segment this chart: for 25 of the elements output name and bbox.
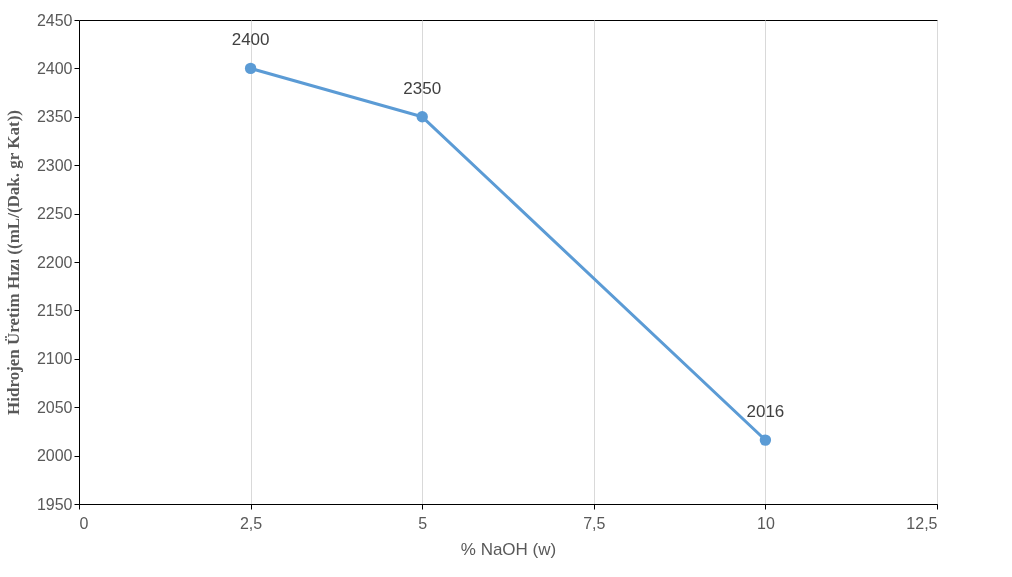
x-tick-label: 5 <box>418 514 428 532</box>
y-tick-label: 2000 <box>36 447 73 465</box>
data-label: 2350 <box>403 78 442 98</box>
y-tick-label: 2400 <box>36 59 73 77</box>
data-label: 2400 <box>231 30 270 50</box>
y-tick-label: 1950 <box>36 495 73 513</box>
y-tick-label: 2450 <box>36 11 73 29</box>
point <box>416 111 428 123</box>
x-tick-label: 0 <box>79 514 89 532</box>
y-axis-title: Hidrojen Üretim Hızı ((mL/(Dak. gr Kat)) <box>3 109 23 416</box>
y-tick-label: 2150 <box>36 301 73 319</box>
y-tick-label: 2300 <box>36 156 73 174</box>
x-tick-label: 7,5 <box>583 514 606 532</box>
data-label: 2016 <box>746 402 785 422</box>
x-tick-label: 10 <box>757 514 775 532</box>
point <box>759 434 772 446</box>
x-axis-title: % NaOH (w) <box>460 539 557 559</box>
y-tick-label: 2250 <box>36 205 73 223</box>
x-tick-label: 2,5 <box>239 514 263 532</box>
y-tick-label: 2050 <box>36 398 73 416</box>
x-tick-label: 12,5 <box>906 514 938 532</box>
y-tick-label: 2200 <box>36 253 73 271</box>
y-tick-label: 2350 <box>36 108 73 126</box>
y-tick-label: 2100 <box>36 350 73 368</box>
point <box>244 62 257 75</box>
